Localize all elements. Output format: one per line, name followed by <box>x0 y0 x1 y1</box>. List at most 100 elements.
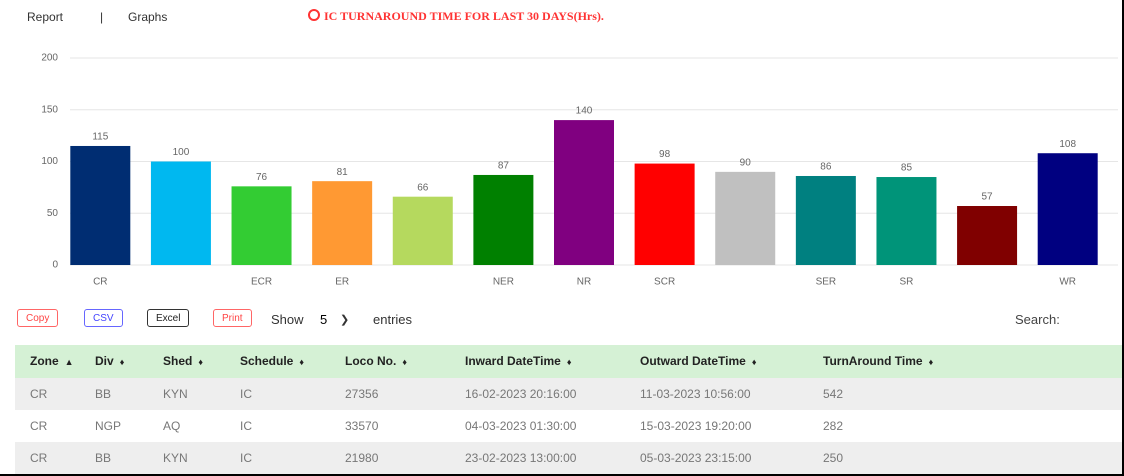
column-header[interactable]: Shed ♦ <box>163 345 203 379</box>
column-header[interactable]: Div ♦ <box>95 345 124 379</box>
print-button[interactable]: Print <box>213 309 252 327</box>
table-cell: 11-03-2023 10:56:00 <box>640 387 751 401</box>
entries-label: entries <box>373 312 413 327</box>
table-cell: AQ <box>163 419 181 433</box>
x-tick-label: NR <box>577 277 591 288</box>
sort-icon: ♦ <box>299 357 304 367</box>
table-cell: IC <box>240 419 252 433</box>
bar <box>473 174 534 265</box>
y-tick-label: 200 <box>41 53 58 64</box>
sort-icon: ♦ <box>928 357 934 367</box>
header-text: TurnAround Time <box>823 354 923 368</box>
csv-button[interactable]: CSV <box>84 309 123 327</box>
value-label: 66 <box>417 182 429 193</box>
bar <box>150 161 211 265</box>
nav-report[interactable]: Report <box>27 10 64 24</box>
x-tick-label: SER <box>816 277 837 288</box>
sort-icon: ♦ <box>119 357 125 367</box>
x-tick-label: NER <box>493 277 514 288</box>
x-tick-label: WR <box>1059 277 1076 288</box>
column-header[interactable]: Schedule ♦ <box>240 345 304 379</box>
dropdown-icon[interactable]: ❯ <box>340 314 350 326</box>
value-label: 108 <box>1059 139 1076 150</box>
value-label: 90 <box>740 157 752 168</box>
sort-icon: ♦ <box>198 357 203 367</box>
column-header[interactable]: Zone ▲ <box>30 345 74 379</box>
sort-icon: ♦ <box>566 357 572 367</box>
value-label: 140 <box>576 106 593 117</box>
table-cell: CR <box>30 387 48 401</box>
value-label: 76 <box>256 172 268 183</box>
x-tick-label: SCR <box>654 277 675 288</box>
bar <box>876 177 937 265</box>
bar <box>392 196 453 265</box>
header-text: Div <box>95 354 114 368</box>
bar <box>957 206 1018 265</box>
table-cell: 16-02-2023 20:16:00 <box>465 387 577 401</box>
table-row: CR BB KYN IC 21980 23-02-2023 13:00:00 05-03-2… <box>15 442 1122 474</box>
bar <box>312 181 373 265</box>
search-label: Search: <box>1015 312 1060 327</box>
value-label: 98 <box>659 149 671 160</box>
table-header: Zone ▲ Div ♦ Shed ♦ Schedule ♦ Loco No. ♦ Inward D… <box>15 345 1122 378</box>
x-tick-label: ECR <box>251 277 272 288</box>
table-cell: KYN <box>163 387 188 401</box>
nav-graphs[interactable]: Graphs <box>128 10 168 24</box>
column-header[interactable]: Inward DateTime ♦ <box>465 345 571 379</box>
table-cell: 04-03-2023 01:30:00 <box>465 419 577 433</box>
table-cell: 05-03-2023 23:15:00 <box>640 451 752 465</box>
value-label: 85 <box>901 163 913 174</box>
show-label: Show <box>271 312 304 327</box>
table-cell: 33570 <box>345 419 379 433</box>
table-cell: BB <box>95 451 112 465</box>
header-text: Shed <box>163 354 193 368</box>
x-tick-label: SR <box>900 277 914 288</box>
header-text: Inward DateTime <box>465 354 561 368</box>
sort-icon: ♦ <box>402 357 407 367</box>
table-cell: NGP <box>95 419 122 433</box>
excel-button[interactable]: Excel <box>147 309 190 327</box>
x-tick-label: ER <box>335 277 349 288</box>
y-tick-label: 50 <box>47 208 59 219</box>
table-row: CR NGP AQ IC 33570 04-03-2023 01:30:00 15-03-2… <box>15 410 1122 442</box>
column-header[interactable]: Loco No. ♦ <box>345 345 407 379</box>
y-tick-label: 0 <box>52 260 58 271</box>
table-cell: 21980 <box>345 451 379 465</box>
header-text: Zone <box>30 354 59 368</box>
table-cell: 542 <box>823 387 844 401</box>
x-tick-label: CR <box>93 277 107 288</box>
table-cell: CR <box>30 419 48 433</box>
length-select[interactable]: 5 <box>320 312 328 327</box>
nav-separator: | <box>100 10 104 24</box>
table-cell: BB <box>95 387 112 401</box>
header-text: Loco No. <box>345 354 397 368</box>
value-label: 57 <box>982 192 994 203</box>
value-label: 115 <box>92 132 108 143</box>
value-label: 86 <box>820 162 832 173</box>
value-label: 81 <box>337 167 349 178</box>
table-cell: 23-02-2023 13:00:00 <box>465 451 577 465</box>
column-header[interactable]: Outward DateTime ♦ <box>640 345 756 379</box>
table-row: CR BB KYN IC 27356 16-02-2023 20:16:00 11-03-2… <box>15 378 1122 410</box>
bar <box>634 163 695 265</box>
table-cell: 27356 <box>345 387 379 401</box>
value-label: 87 <box>498 161 510 172</box>
bar <box>1037 153 1098 265</box>
bar <box>231 186 292 265</box>
y-tick-label: 100 <box>41 156 58 167</box>
chart-title: IC TURNAROUND TIME FOR LAST 30 DAYS(Hrs)… <box>308 9 604 24</box>
header-text: Schedule <box>240 354 294 368</box>
table-cell: 15-03-2023 19:20:00 <box>640 419 752 433</box>
chart: 0 50 100 150 200 CR 115 100 ECR 76 ER 81 66 NER 87 NR 14… <box>41 53 1118 288</box>
value-label: 100 <box>173 147 190 158</box>
table-cell: CR <box>30 451 48 465</box>
table-cell: 282 <box>823 419 844 433</box>
bar <box>795 175 856 265</box>
bar <box>70 145 131 265</box>
table-cell: IC <box>240 451 252 465</box>
sort-icon: ▲ <box>64 357 74 367</box>
column-header[interactable]: TurnAround Time ♦ <box>823 345 933 379</box>
copy-button[interactable]: Copy <box>17 309 59 327</box>
y-tick-label: 150 <box>41 104 58 115</box>
